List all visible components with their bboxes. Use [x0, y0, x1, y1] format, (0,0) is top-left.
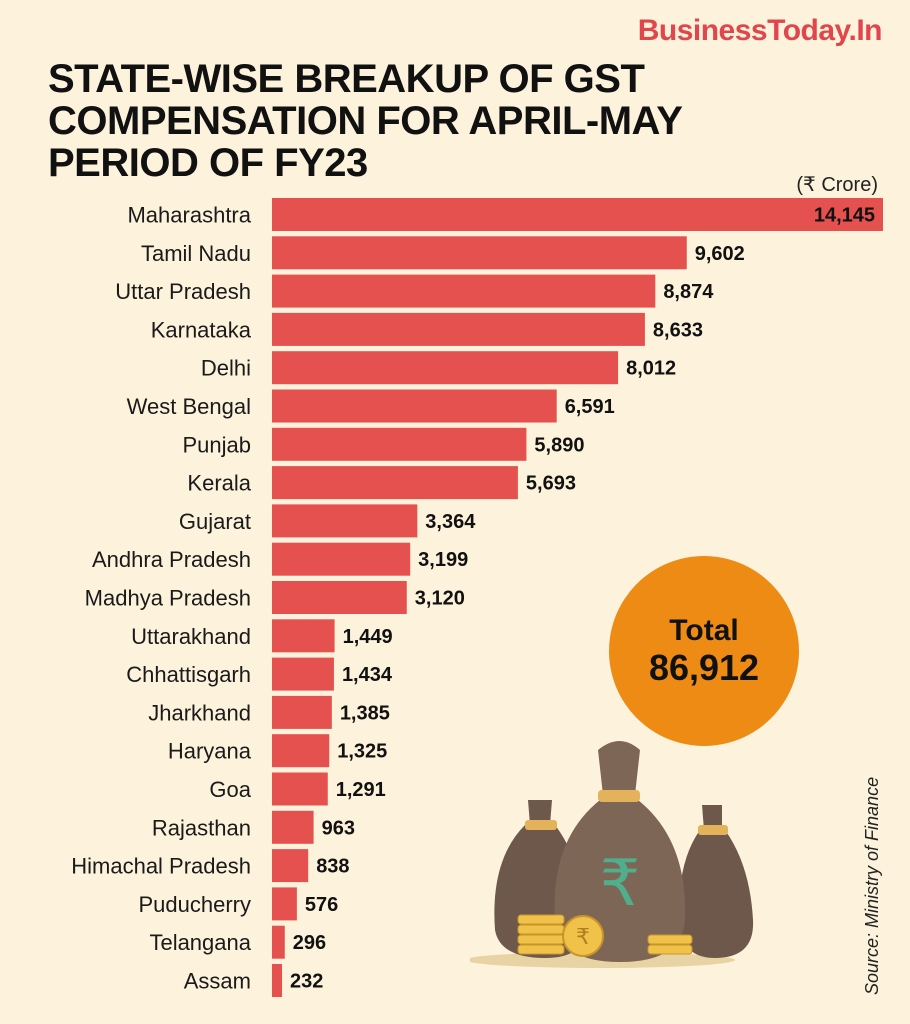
value-label: 8,874: [663, 281, 714, 303]
bar-chhattisgarh: [272, 657, 334, 691]
value-label: 8,633: [653, 319, 703, 341]
bar-delhi: [272, 351, 619, 385]
rupee-coin-icon: ₹: [517, 914, 693, 957]
title-line-2: COMPENSATION FOR APRIL-MAY: [48, 99, 683, 143]
category-label: Puducherry: [138, 892, 251, 917]
svg-text:₹: ₹: [576, 925, 590, 950]
bar-andhra-pradesh: [272, 542, 411, 576]
bar-kerala: [272, 466, 518, 500]
category-label: West Bengal: [127, 394, 251, 419]
bar-west-bengal: [272, 389, 557, 423]
title-line-3: PERIOD OF FY23: [48, 141, 368, 185]
total-value: 86,912: [648, 647, 760, 688]
category-label: Goa: [209, 777, 251, 802]
value-label: 576: [305, 894, 338, 916]
money-bag-icon: ₹: [470, 741, 754, 968]
category-label: Chhattisgarh: [126, 662, 251, 687]
chart-title: STATE-WISE BREAKUP OF GST COMPENSATION F…: [48, 58, 828, 184]
category-label: Punjab: [182, 432, 251, 457]
source-note: Source: Ministry of Finance: [862, 776, 882, 995]
value-label: 3,364: [425, 511, 476, 533]
bar-uttarakhand: [272, 619, 335, 653]
value-label: 1,325: [337, 741, 387, 763]
svg-text:₹: ₹: [600, 847, 641, 921]
money-bags-illustration: ₹ ₹: [470, 741, 754, 968]
bar-punjab: [272, 427, 527, 461]
value-label: 14,145: [814, 205, 875, 227]
title-line-1: STATE-WISE BREAKUP OF GST: [48, 57, 645, 101]
bar-puducherry: [272, 887, 297, 921]
value-label: 3,199: [418, 549, 468, 571]
category-label: Rajasthan: [152, 815, 251, 840]
bar-jharkhand: [272, 695, 332, 729]
value-label: 3,120: [415, 588, 465, 610]
unit-label: (₹ Crore): [796, 174, 878, 196]
bar-tamil-nadu: [272, 236, 687, 270]
category-label: Andhra Pradesh: [92, 547, 251, 572]
category-label: Karnataka: [151, 317, 252, 342]
bar-uttar-pradesh: [272, 274, 656, 308]
category-label: Himachal Pradesh: [71, 854, 251, 879]
bar-rajasthan: [272, 810, 314, 844]
bar-goa: [272, 772, 328, 806]
category-label: Maharashtra: [127, 203, 251, 228]
bar-gujarat: [272, 504, 418, 538]
value-label: 1,434: [342, 664, 393, 686]
value-label: 963: [322, 817, 355, 839]
value-label: 232: [290, 971, 323, 993]
category-label: Assam: [184, 969, 251, 994]
category-label: Kerala: [187, 471, 251, 496]
category-label: Madhya Pradesh: [85, 586, 251, 611]
total-label: Total: [669, 614, 739, 647]
category-label: Jharkhand: [148, 700, 251, 725]
bar-telangana: [272, 925, 285, 959]
category-label: Uttar Pradesh: [115, 279, 251, 304]
value-label: 8,012: [626, 358, 676, 380]
bar-madhya-pradesh: [272, 581, 407, 614]
value-label: 1,291: [336, 779, 386, 801]
value-label: 1,449: [343, 626, 393, 648]
bar-himachal-pradesh: [272, 849, 309, 883]
value-label: 1,385: [340, 702, 390, 724]
value-label: 5,890: [534, 434, 584, 456]
value-label: 838: [316, 856, 349, 878]
brand-logo: BusinessToday.In: [637, 14, 883, 47]
category-label: Delhi: [201, 356, 251, 381]
value-label: 5,693: [526, 473, 576, 495]
value-label: 296: [293, 932, 326, 954]
value-label: 6,591: [565, 396, 615, 418]
value-label: 9,602: [695, 243, 745, 265]
category-label: Telangana: [149, 930, 251, 955]
category-label: Uttarakhand: [131, 624, 251, 649]
category-label: Haryana: [168, 739, 252, 764]
category-label: Tamil Nadu: [141, 241, 251, 266]
bar-karnataka: [272, 312, 645, 346]
bar-assam: [272, 964, 283, 997]
bar-haryana: [272, 734, 330, 768]
bar-maharashtra: [272, 198, 883, 231]
total-badge: Total 86,912: [609, 556, 799, 746]
category-label: Gujarat: [179, 509, 251, 534]
